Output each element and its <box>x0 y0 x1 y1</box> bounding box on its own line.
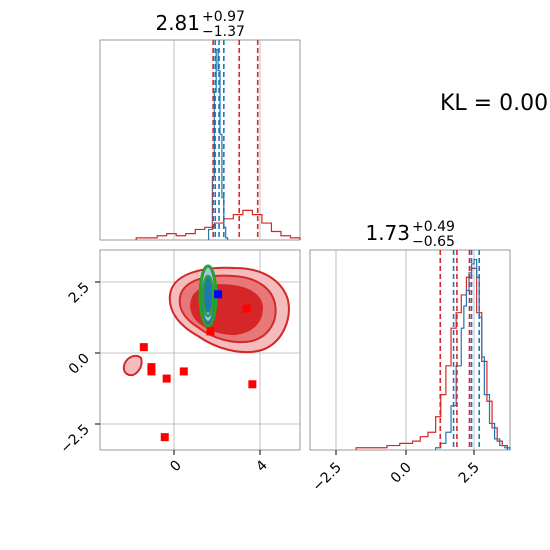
bottom-right-x-ticks: −2.5 0.0 2.5 <box>309 450 483 495</box>
red-square-marker-5 <box>206 327 215 336</box>
bottom-right-frame <box>309 249 511 451</box>
bl-ytick-label-2: −2.5 <box>57 422 92 457</box>
bottom-left-x-ticks: 0 4 <box>167 450 271 475</box>
top-left-title-minus: −1.37 <box>202 24 245 40</box>
bottom-left-markers <box>139 290 257 442</box>
bl-xtick-label-0: 0 <box>167 458 185 476</box>
bl-ytick-label-0: 2.5 <box>66 280 93 307</box>
red-square-marker-7 <box>248 380 257 389</box>
tl-series-0 <box>135 209 301 240</box>
bl-ytick-label-1: 0.0 <box>66 351 93 378</box>
bottom-left-y-ticks: 2.5 0.0 −2.5 <box>57 280 100 457</box>
tl-series-1 <box>207 48 229 240</box>
blue-square-marker <box>214 290 223 299</box>
bottom-right-title-value: 1.73 <box>365 221 410 245</box>
bottom-right-quantile-lines <box>439 250 481 450</box>
bottom-right-histogram-series <box>355 258 511 450</box>
br-series-1 <box>435 258 511 450</box>
top-left-histogram-series <box>135 48 301 240</box>
bottom-right-histogram-panel: 1.73 +0.49 −0.65 −2.5 0.0 2.5 <box>309 219 511 495</box>
bottom-left-frame <box>99 249 301 451</box>
bottom-right-title-minus: −0.65 <box>412 234 455 250</box>
br-xtick-label-1: 0.0 <box>388 460 415 487</box>
red-square-marker-6 <box>242 304 251 313</box>
red-square-marker-2 <box>147 367 156 376</box>
red-square-marker-3 <box>162 374 171 383</box>
kl-annotation: KL = 0.00 <box>440 91 548 116</box>
top-left-title-value: 2.81 <box>155 11 200 35</box>
red-square-marker-8 <box>160 433 169 442</box>
br-xtick-label-0: −2.5 <box>309 460 344 495</box>
top-left-histogram-panel: 2.81 +0.97 −1.37 <box>99 9 301 241</box>
top-left-quantile-lines <box>212 40 259 240</box>
green-contour-inner <box>201 274 215 318</box>
bl-xtick-label-1: 4 <box>253 457 271 475</box>
red-square-marker-1 <box>147 363 156 372</box>
red-square-marker-0 <box>139 343 148 352</box>
red-square-marker-4 <box>179 367 188 376</box>
top-left-title-plus: +0.97 <box>202 9 245 25</box>
br-xtick-label-2: 2.5 <box>456 460 483 487</box>
red-contour-small-blob <box>122 354 143 377</box>
bottom-left-scatter-panel: 0 4 2.5 0.0 −2.5 <box>57 249 301 475</box>
top-left-frame <box>99 39 301 241</box>
br-series-0 <box>355 267 509 450</box>
bottom-right-title-plus: +0.49 <box>412 219 455 235</box>
